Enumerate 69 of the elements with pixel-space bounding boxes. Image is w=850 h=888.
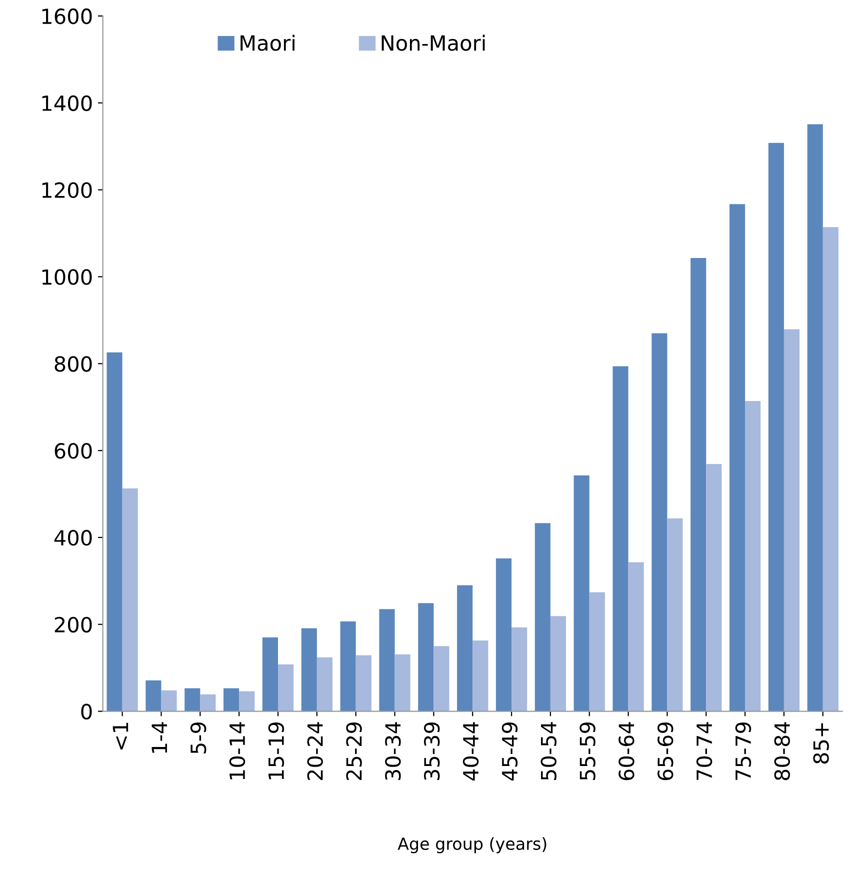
bar (784, 329, 800, 712)
x-tick-label: 20-24 (307, 722, 323, 780)
bar (612, 366, 628, 712)
x-tick-label: 45-49 (502, 722, 518, 781)
x-tick-label: 85+ (813, 723, 829, 764)
bar (106, 352, 122, 712)
bar (745, 401, 761, 712)
bar (418, 603, 434, 712)
bar (768, 142, 784, 712)
bar (534, 523, 550, 712)
bar (807, 124, 823, 712)
x-tick-label: 15-19 (268, 722, 284, 780)
x-tick-label: 65-69 (657, 722, 674, 780)
x-tick-label: 55-59 (580, 722, 596, 780)
bar (574, 475, 590, 712)
legend-label: Maori (240, 34, 294, 51)
x-tick-label: 30-34 (385, 722, 401, 780)
bar (512, 627, 528, 712)
bar (161, 690, 177, 712)
bar (184, 688, 200, 712)
bar (122, 488, 138, 712)
x-axis-title: Age group (years) (398, 837, 546, 854)
legend-label: Non-Maori (382, 34, 485, 51)
x-tick-label: 1-4 (152, 722, 167, 753)
x-tick-label: 40-44 (462, 722, 479, 781)
y-tick-label: 1000 (42, 269, 92, 285)
x-tick-label: 75-79 (735, 722, 752, 780)
bar (496, 558, 512, 712)
bar (589, 592, 605, 712)
bar (550, 616, 566, 712)
bar (729, 204, 746, 712)
y-tick-label: 200 (54, 616, 92, 633)
bar (301, 628, 317, 712)
y-tick-label: 600 (54, 443, 92, 459)
bar (667, 518, 683, 712)
y-tick-label: 0 (81, 704, 92, 720)
bar (394, 654, 410, 712)
y-tick-label: 1200 (42, 182, 92, 198)
x-tick-label: 80-84 (774, 722, 790, 780)
bar (200, 694, 216, 712)
bar (822, 227, 838, 712)
x-tick-label: 50-54 (540, 722, 556, 780)
bar (457, 585, 473, 712)
bar (706, 464, 722, 712)
bar (239, 691, 255, 712)
y-tick-label: 1600 (42, 8, 92, 24)
x-tick-label: 5-9 (190, 722, 206, 754)
x-tick-label: 25-29 (346, 722, 362, 780)
x-tick-label: 35-39 (424, 722, 440, 780)
bar (278, 664, 294, 712)
y-tick-label: 800 (54, 356, 92, 372)
bar (434, 646, 450, 712)
y-tick-label: 1400 (42, 95, 92, 112)
bar (316, 657, 332, 712)
bar (356, 655, 372, 712)
y-tick-label: 400 (54, 530, 92, 546)
bar (472, 640, 488, 712)
bar (340, 621, 356, 712)
bar (146, 680, 162, 712)
bar (628, 562, 644, 712)
bar (224, 688, 240, 712)
bar (652, 333, 668, 712)
x-tick-label: 60-64 (618, 722, 634, 780)
bar (690, 258, 706, 712)
bar (379, 609, 395, 712)
x-tick-label: 70-74 (696, 722, 712, 780)
x-tick-label: 10-14 (229, 722, 246, 780)
bar (262, 637, 278, 712)
x-tick-label: <1 (112, 722, 128, 750)
